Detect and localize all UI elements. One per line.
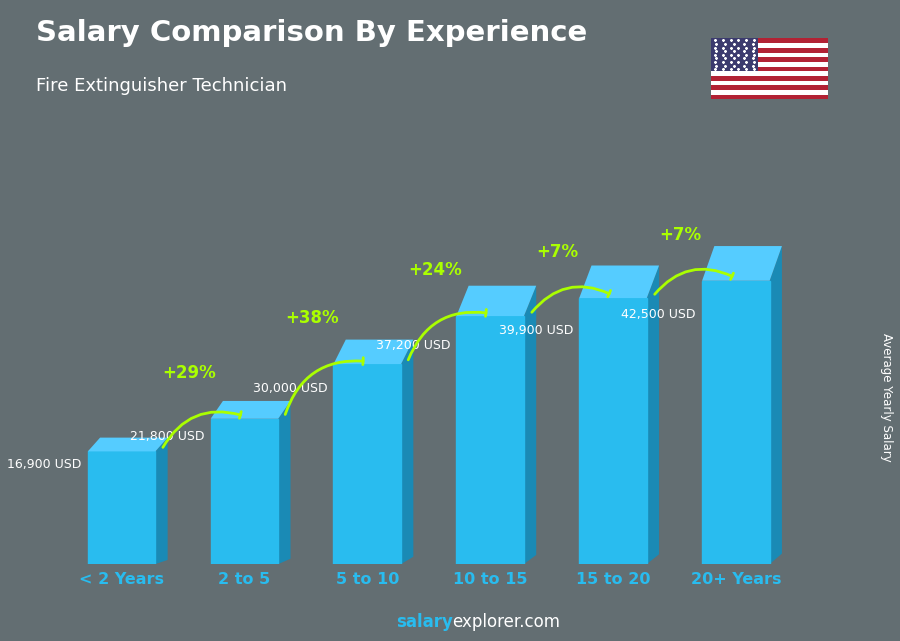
Polygon shape bbox=[711, 90, 828, 95]
Polygon shape bbox=[770, 246, 782, 564]
Text: +7%: +7% bbox=[536, 244, 579, 262]
Polygon shape bbox=[711, 38, 828, 43]
Polygon shape bbox=[524, 286, 536, 564]
Text: Salary Comparison By Experience: Salary Comparison By Experience bbox=[36, 19, 587, 47]
Text: explorer.com: explorer.com bbox=[452, 613, 560, 631]
Polygon shape bbox=[711, 48, 828, 53]
Polygon shape bbox=[711, 85, 828, 90]
Polygon shape bbox=[711, 57, 828, 62]
Polygon shape bbox=[456, 286, 536, 316]
Polygon shape bbox=[711, 95, 828, 99]
Text: +29%: +29% bbox=[162, 364, 216, 382]
Polygon shape bbox=[711, 43, 828, 48]
Polygon shape bbox=[334, 340, 413, 364]
Text: +24%: +24% bbox=[408, 262, 462, 279]
Text: Fire Extinguisher Technician: Fire Extinguisher Technician bbox=[36, 77, 287, 95]
Bar bbox=[211, 419, 278, 564]
Polygon shape bbox=[278, 401, 291, 564]
Polygon shape bbox=[711, 38, 758, 71]
Text: salary: salary bbox=[396, 613, 453, 631]
Polygon shape bbox=[647, 265, 659, 564]
Bar bbox=[334, 364, 401, 564]
Polygon shape bbox=[711, 71, 828, 76]
Text: +38%: +38% bbox=[285, 310, 338, 328]
Bar bbox=[456, 316, 524, 564]
Text: 37,200 USD: 37,200 USD bbox=[375, 339, 450, 353]
Text: 16,900 USD: 16,900 USD bbox=[7, 458, 82, 471]
Bar bbox=[580, 298, 647, 564]
Polygon shape bbox=[711, 62, 828, 67]
Polygon shape bbox=[401, 340, 413, 564]
Bar bbox=[88, 451, 156, 564]
Polygon shape bbox=[711, 67, 828, 71]
Polygon shape bbox=[580, 265, 659, 298]
Text: 30,000 USD: 30,000 USD bbox=[253, 381, 328, 395]
Polygon shape bbox=[88, 438, 167, 451]
Polygon shape bbox=[702, 246, 782, 281]
Text: +7%: +7% bbox=[660, 226, 702, 244]
Text: Average Yearly Salary: Average Yearly Salary bbox=[880, 333, 893, 462]
Polygon shape bbox=[211, 401, 291, 419]
Polygon shape bbox=[711, 81, 828, 85]
Text: 21,800 USD: 21,800 USD bbox=[130, 429, 204, 443]
Polygon shape bbox=[711, 53, 828, 57]
Bar bbox=[702, 281, 770, 564]
Text: 42,500 USD: 42,500 USD bbox=[621, 308, 696, 321]
Polygon shape bbox=[156, 438, 167, 564]
Polygon shape bbox=[711, 76, 828, 81]
Text: 39,900 USD: 39,900 USD bbox=[499, 324, 573, 337]
